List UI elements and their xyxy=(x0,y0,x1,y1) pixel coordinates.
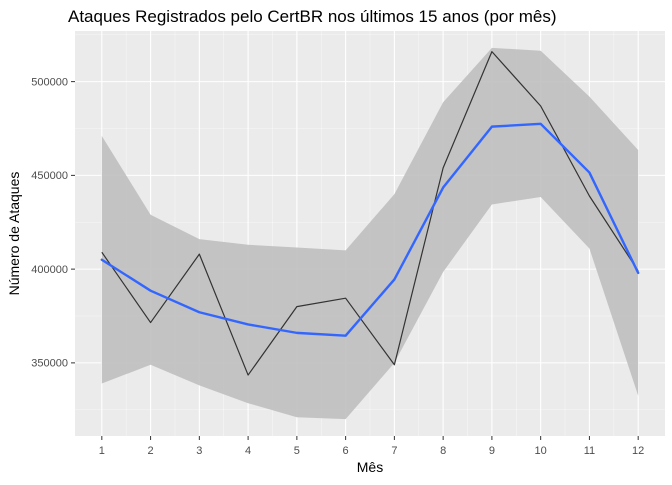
x-tick-label: 5 xyxy=(294,445,300,457)
x-tick-label: 11 xyxy=(584,445,595,457)
x-tick-label: 12 xyxy=(632,445,644,457)
x-tick-label: 8 xyxy=(440,445,446,457)
series-lines xyxy=(100,51,640,376)
chart-title: Ataques Registrados pelo CertBR nos últi… xyxy=(68,7,557,26)
y-tick-label: 500000 xyxy=(31,76,68,88)
y-axis-title: Número de Ataques xyxy=(6,172,22,296)
x-tick-label: 2 xyxy=(148,445,154,457)
x-tick-label: 9 xyxy=(489,445,495,457)
smooth-series-line xyxy=(100,122,640,337)
y-axis: 350000 400000 450000 500000 xyxy=(31,76,75,370)
y-tick-label: 350000 xyxy=(31,358,68,370)
x-tick-label: 10 xyxy=(535,445,547,457)
confidence-band xyxy=(101,47,639,420)
x-tick-label: 7 xyxy=(391,445,397,457)
x-tick-label: 4 xyxy=(245,445,251,457)
x-tick-label: 6 xyxy=(343,445,349,457)
y-tick-label: 400000 xyxy=(31,264,68,276)
x-axis-title: Mês xyxy=(357,459,383,475)
y-tick-label: 450000 xyxy=(31,170,68,182)
x-tick-label: 1 xyxy=(99,445,105,457)
raw-series-line xyxy=(101,51,639,376)
x-tick-label: 3 xyxy=(196,445,202,457)
x-axis: 1 2 3 4 5 6 7 8 9 10 11 12 xyxy=(99,436,644,457)
confidence-band-group xyxy=(101,47,639,420)
